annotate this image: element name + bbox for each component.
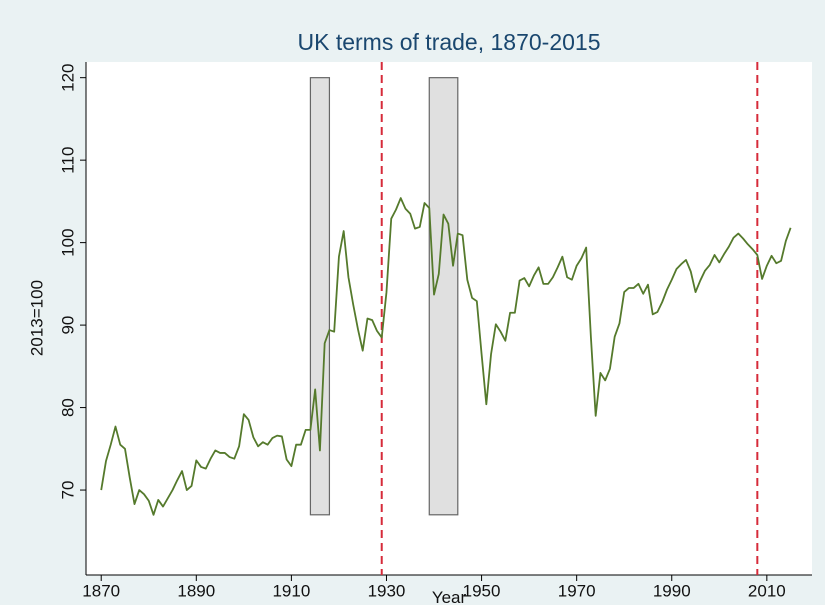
x-tick-label: 1950 bbox=[463, 581, 501, 600]
x-tick-label: 1990 bbox=[653, 581, 691, 600]
shaded-period bbox=[309, 77, 331, 516]
y-axis-title: 2013=100 bbox=[27, 280, 46, 356]
x-tick-label: 1970 bbox=[558, 581, 596, 600]
x-tick-label: 1870 bbox=[82, 581, 120, 600]
x-axis-title: Year bbox=[432, 588, 467, 605]
x-tick-label: 2010 bbox=[748, 581, 786, 600]
y-tick-label: 90 bbox=[58, 316, 77, 335]
shaded-period bbox=[428, 77, 459, 516]
chart-title: UK terms of trade, 1870-2015 bbox=[298, 29, 601, 55]
x-tick-label: 1930 bbox=[368, 581, 406, 600]
series-line bbox=[100, 197, 792, 516]
x-tick-label: 1890 bbox=[177, 581, 215, 600]
y-tick-label: 70 bbox=[58, 481, 77, 500]
x-tick-label: 1910 bbox=[272, 581, 310, 600]
y-tick-label: 80 bbox=[58, 398, 77, 417]
y-tick-label: 120 bbox=[58, 63, 77, 91]
y-tick-label: 110 bbox=[58, 147, 77, 174]
y-tick-label: 100 bbox=[58, 228, 77, 256]
